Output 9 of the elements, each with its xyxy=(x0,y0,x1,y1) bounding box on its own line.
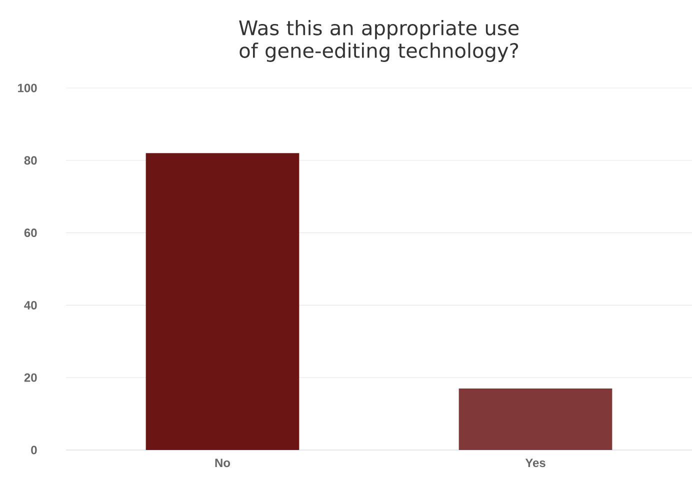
x-tick-label: Yes xyxy=(525,458,546,468)
chart-title: Was this an appropriate use of gene-editing technology? xyxy=(239,20,519,62)
y-tick-label: 0 xyxy=(31,446,37,454)
y-tick-label: 20 xyxy=(24,373,37,382)
y-tick-label: 100 xyxy=(18,84,37,92)
y-tick-label: 40 xyxy=(24,300,37,310)
x-tick-label: No xyxy=(215,458,230,468)
y-tick-label: 60 xyxy=(24,228,37,238)
y-tick-label: 80 xyxy=(24,156,37,165)
